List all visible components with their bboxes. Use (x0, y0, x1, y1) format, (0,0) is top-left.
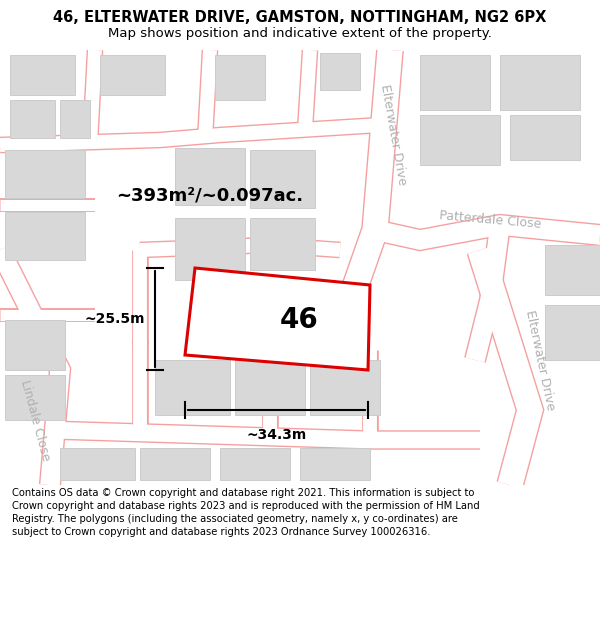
Polygon shape (250, 150, 315, 208)
Polygon shape (5, 150, 85, 198)
Polygon shape (420, 55, 490, 110)
Polygon shape (10, 100, 55, 138)
Polygon shape (320, 53, 360, 90)
Polygon shape (60, 100, 90, 138)
Polygon shape (175, 218, 245, 280)
Text: ~25.5m: ~25.5m (85, 312, 145, 326)
Text: 46: 46 (280, 306, 319, 334)
Polygon shape (215, 55, 265, 100)
Text: Contains OS data © Crown copyright and database right 2021. This information is : Contains OS data © Crown copyright and d… (12, 488, 480, 538)
Polygon shape (235, 360, 305, 415)
Polygon shape (545, 245, 600, 295)
Polygon shape (140, 448, 210, 480)
Polygon shape (545, 305, 600, 360)
Text: Lindale Close: Lindale Close (18, 378, 52, 462)
Text: Elterwater Drive: Elterwater Drive (523, 309, 557, 411)
Polygon shape (250, 218, 315, 270)
Polygon shape (5, 375, 65, 420)
Text: Elterwater Drive: Elterwater Drive (378, 84, 408, 186)
Polygon shape (310, 360, 380, 415)
Polygon shape (155, 360, 230, 415)
Polygon shape (220, 448, 290, 480)
Text: 46, ELTERWATER DRIVE, GAMSTON, NOTTINGHAM, NG2 6PX: 46, ELTERWATER DRIVE, GAMSTON, NOTTINGHA… (53, 10, 547, 25)
Polygon shape (175, 148, 245, 205)
Polygon shape (500, 55, 580, 110)
Polygon shape (185, 268, 370, 370)
Polygon shape (100, 55, 165, 95)
Polygon shape (5, 212, 85, 260)
Text: Patterdale Close: Patterdale Close (439, 209, 541, 231)
Polygon shape (510, 115, 580, 160)
Polygon shape (60, 448, 135, 480)
Text: ~34.3m: ~34.3m (247, 428, 307, 442)
Text: ~393m²/~0.097ac.: ~393m²/~0.097ac. (116, 186, 304, 204)
Polygon shape (5, 320, 65, 370)
Polygon shape (300, 448, 370, 480)
Polygon shape (10, 55, 75, 95)
Polygon shape (420, 115, 500, 165)
Text: Map shows position and indicative extent of the property.: Map shows position and indicative extent… (108, 27, 492, 40)
